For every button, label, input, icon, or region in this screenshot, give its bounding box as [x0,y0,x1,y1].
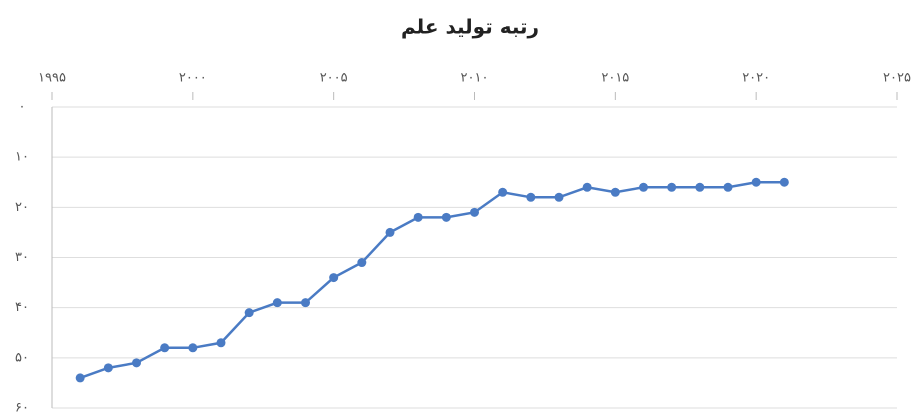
y-tick-label: ۰ [19,100,26,115]
point [639,182,648,192]
point [103,363,113,373]
point [160,343,170,353]
x-tick-label: ۱۹۹۵ [38,71,66,86]
point [301,298,310,308]
point [441,212,451,222]
point [216,338,226,348]
point [554,192,564,202]
point [779,177,789,187]
point [582,182,592,192]
point [470,207,479,217]
x-tick-label: ۲۰۱۰ [461,71,489,86]
point [272,298,282,308]
point [751,177,761,187]
x-tick-label: ۲۰۱۵ [601,71,629,86]
y-tick-label: ۴۰ [15,300,29,315]
point [244,308,254,318]
point [526,192,536,202]
point [667,182,677,192]
point [695,182,705,192]
point [385,227,395,237]
x-tick-label: ۲۰۰۰ [179,71,207,86]
y-tick-label: ۲۰ [15,200,29,215]
point [188,343,198,353]
point [498,187,508,197]
x-tick-label: ۲۰۲۵ [883,71,911,86]
line [79,181,785,380]
point [723,182,733,192]
y-tick-label: ۱۰ [15,150,29,165]
y-tick-label: ۵۰ [15,350,29,365]
point [357,258,367,268]
y-tick-label: ۶۰ [15,401,29,415]
point [329,273,339,283]
point [75,373,85,383]
point [610,187,620,197]
point [413,212,423,222]
x-tick-label: ۲۰۲۰ [742,71,770,86]
chart-title: رتبه تولید علم [401,15,539,39]
x-tick-label: ۲۰۰۵ [320,71,348,86]
y-tick-label: ۳۰ [15,250,29,265]
point [132,358,141,368]
